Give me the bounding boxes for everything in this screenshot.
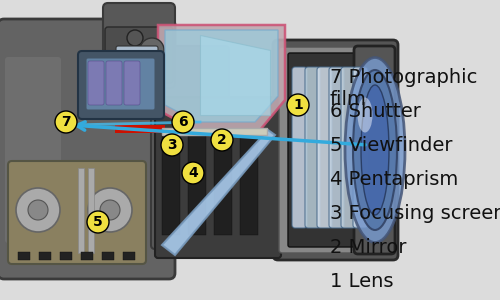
- Text: 1: 1: [293, 98, 303, 112]
- FancyBboxPatch shape: [292, 67, 307, 228]
- Bar: [81, 252, 93, 260]
- FancyBboxPatch shape: [329, 67, 344, 228]
- Text: 4: 4: [188, 166, 198, 180]
- Ellipse shape: [361, 85, 389, 215]
- Circle shape: [100, 200, 120, 220]
- Bar: [88, 168, 94, 253]
- Circle shape: [127, 30, 143, 46]
- Bar: [188, 135, 206, 235]
- Ellipse shape: [358, 98, 372, 133]
- FancyBboxPatch shape: [353, 67, 368, 228]
- Circle shape: [16, 188, 60, 232]
- FancyBboxPatch shape: [106, 61, 122, 105]
- Bar: [162, 128, 267, 135]
- Bar: [78, 168, 84, 253]
- FancyBboxPatch shape: [78, 51, 164, 119]
- FancyBboxPatch shape: [341, 67, 356, 228]
- FancyBboxPatch shape: [305, 67, 320, 228]
- Text: 7: 7: [61, 115, 71, 129]
- Text: 2 Mirror: 2 Mirror: [330, 238, 406, 257]
- FancyBboxPatch shape: [88, 61, 104, 105]
- FancyBboxPatch shape: [273, 40, 398, 260]
- Text: 1 Lens: 1 Lens: [330, 272, 394, 291]
- FancyBboxPatch shape: [155, 97, 281, 258]
- FancyBboxPatch shape: [317, 67, 332, 228]
- Circle shape: [28, 200, 48, 220]
- Circle shape: [182, 162, 204, 184]
- FancyBboxPatch shape: [103, 3, 175, 88]
- Text: 6 Shutter: 6 Shutter: [330, 102, 421, 121]
- Circle shape: [287, 94, 309, 116]
- Text: 5: 5: [93, 215, 103, 229]
- Bar: [162, 135, 180, 235]
- Circle shape: [88, 188, 132, 232]
- Polygon shape: [200, 35, 270, 115]
- FancyBboxPatch shape: [86, 58, 155, 110]
- Circle shape: [211, 129, 233, 151]
- Text: 3 Focusing screen: 3 Focusing screen: [330, 204, 500, 223]
- FancyBboxPatch shape: [105, 27, 173, 83]
- Polygon shape: [158, 25, 285, 130]
- Circle shape: [140, 38, 164, 62]
- Text: 4 Pentaprism: 4 Pentaprism: [330, 170, 458, 189]
- Bar: [102, 252, 114, 260]
- Ellipse shape: [345, 58, 405, 242]
- Bar: [39, 252, 51, 260]
- FancyBboxPatch shape: [288, 53, 387, 247]
- FancyBboxPatch shape: [8, 161, 146, 264]
- Text: 7 Photographic
film: 7 Photographic film: [330, 68, 478, 109]
- Bar: [240, 135, 258, 235]
- Text: 3: 3: [167, 138, 177, 152]
- Text: 5 Viewfinder: 5 Viewfinder: [330, 136, 452, 155]
- FancyBboxPatch shape: [354, 46, 395, 254]
- Bar: [214, 135, 232, 235]
- Circle shape: [55, 111, 77, 133]
- Text: 6: 6: [178, 115, 188, 129]
- Polygon shape: [165, 30, 278, 122]
- FancyBboxPatch shape: [5, 57, 61, 243]
- FancyBboxPatch shape: [0, 19, 175, 279]
- Bar: [115, 125, 165, 133]
- Bar: [60, 252, 72, 260]
- FancyBboxPatch shape: [124, 61, 140, 105]
- Bar: [18, 252, 30, 260]
- FancyBboxPatch shape: [116, 46, 158, 72]
- Text: 2: 2: [217, 133, 227, 147]
- Bar: [123, 252, 135, 260]
- Circle shape: [161, 134, 183, 156]
- Ellipse shape: [353, 70, 397, 230]
- Circle shape: [172, 111, 194, 133]
- FancyBboxPatch shape: [279, 47, 393, 253]
- Circle shape: [87, 211, 109, 233]
- Polygon shape: [162, 130, 275, 255]
- FancyBboxPatch shape: [151, 46, 229, 249]
